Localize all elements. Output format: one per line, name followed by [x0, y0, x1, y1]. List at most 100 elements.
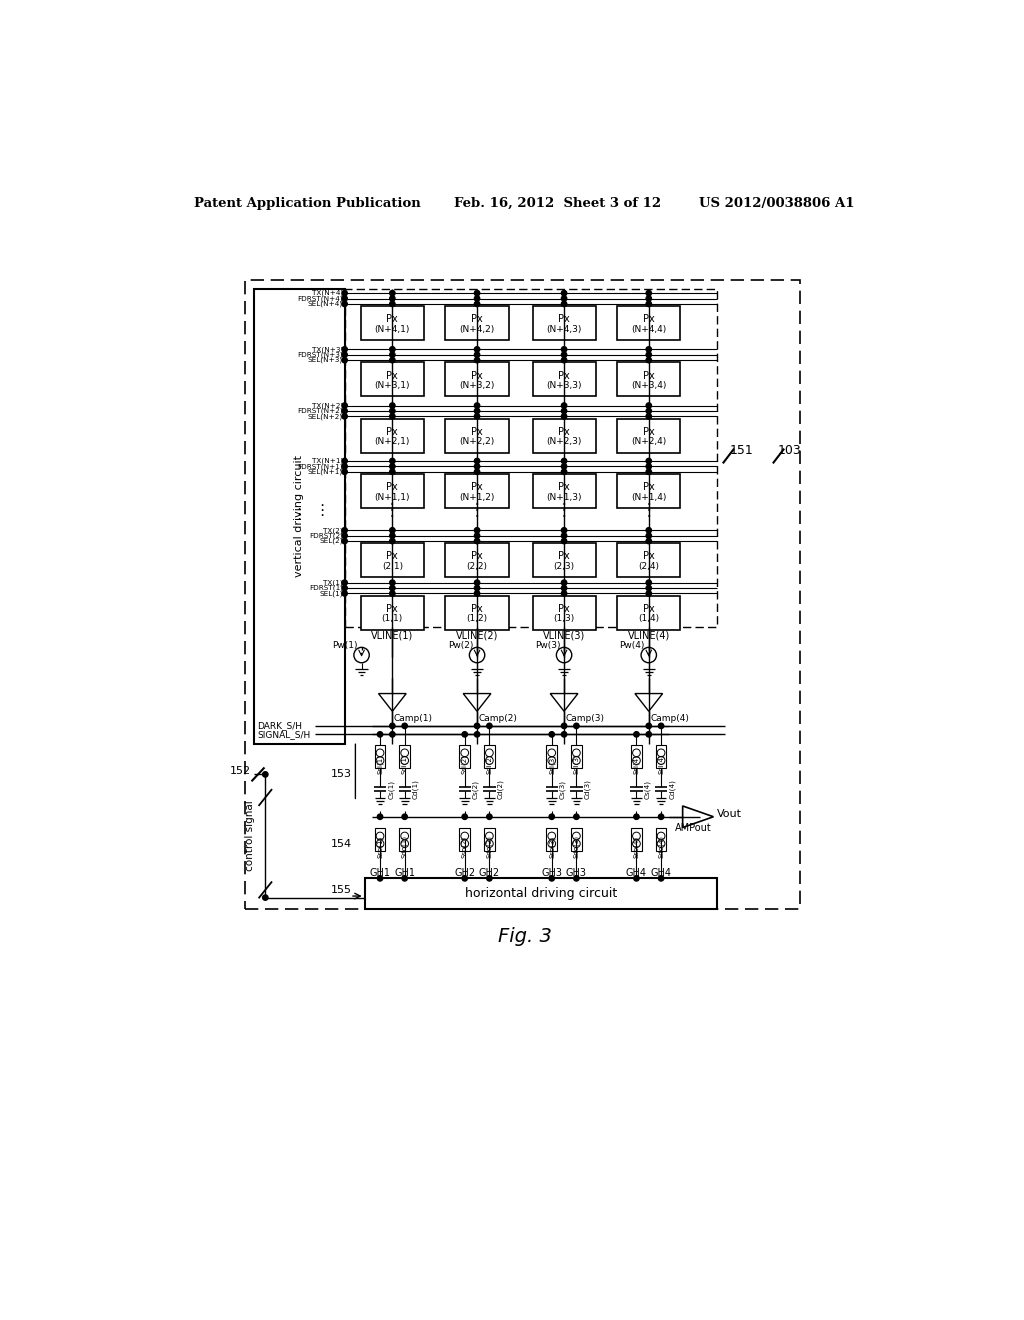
Circle shape: [646, 723, 651, 729]
Text: Px: Px: [643, 426, 654, 437]
Bar: [254, 289, 345, 743]
Text: (N+3,1): (N+3,1): [375, 381, 410, 389]
Circle shape: [658, 814, 664, 820]
Text: GH4: GH4: [650, 869, 672, 878]
Circle shape: [390, 290, 395, 296]
Text: Px: Px: [643, 603, 654, 614]
Circle shape: [474, 458, 480, 463]
Text: ⋮: ⋮: [314, 503, 329, 517]
Text: 103: 103: [777, 445, 801, 458]
Text: Px: Px: [643, 371, 654, 380]
Circle shape: [474, 403, 480, 408]
Circle shape: [342, 296, 347, 301]
Polygon shape: [379, 693, 407, 711]
Text: Px: Px: [643, 552, 654, 561]
Text: GH2: GH2: [455, 869, 475, 878]
Text: Sso(4): Sso(4): [633, 836, 640, 858]
Circle shape: [561, 408, 566, 413]
Circle shape: [342, 579, 347, 585]
Bar: [617, 474, 680, 508]
Text: FDRST(2): FDRST(2): [309, 532, 343, 539]
Circle shape: [658, 723, 664, 729]
Circle shape: [474, 358, 480, 363]
Circle shape: [561, 413, 566, 418]
Circle shape: [390, 539, 395, 544]
Circle shape: [342, 352, 347, 358]
Circle shape: [646, 301, 651, 306]
Text: (1,3): (1,3): [553, 614, 574, 623]
Bar: [360, 595, 424, 630]
Text: (1,4): (1,4): [638, 614, 659, 623]
Bar: [375, 829, 385, 851]
Text: (2,3): (2,3): [554, 562, 574, 572]
Bar: [245, 280, 801, 909]
Bar: [571, 744, 582, 768]
Circle shape: [573, 723, 580, 729]
Text: (N+4,2): (N+4,2): [460, 325, 495, 334]
Bar: [360, 544, 424, 577]
Bar: [532, 595, 596, 630]
Circle shape: [646, 413, 651, 418]
Circle shape: [342, 301, 347, 306]
Text: (2,1): (2,1): [382, 562, 402, 572]
Text: SIGNAL_S/H: SIGNAL_S/H: [258, 730, 311, 739]
Text: Px: Px: [471, 482, 483, 492]
Circle shape: [342, 585, 347, 591]
Text: Cd(4): Cd(4): [669, 779, 675, 799]
Circle shape: [646, 352, 651, 358]
Text: Cs(1): Cs(1): [388, 780, 394, 799]
Circle shape: [646, 403, 651, 408]
Circle shape: [390, 358, 395, 363]
Circle shape: [390, 296, 395, 301]
Circle shape: [474, 528, 480, 533]
Circle shape: [462, 875, 467, 880]
Bar: [445, 306, 509, 341]
Circle shape: [561, 731, 566, 737]
Text: Sdo(4): Sdo(4): [657, 834, 665, 858]
Circle shape: [402, 723, 408, 729]
Text: Sdo(1): Sdo(1): [401, 834, 408, 858]
Bar: [445, 474, 509, 508]
Text: Sdo(3): Sdo(3): [573, 834, 580, 858]
Text: Sdi(4): Sdi(4): [657, 754, 665, 775]
Text: Px: Px: [386, 314, 398, 325]
Circle shape: [474, 585, 480, 591]
Text: 154: 154: [331, 838, 352, 849]
Text: vertical driving circuit: vertical driving circuit: [294, 455, 304, 577]
Bar: [360, 418, 424, 453]
Bar: [399, 744, 410, 768]
Bar: [532, 418, 596, 453]
Circle shape: [474, 469, 480, 474]
Text: GH1: GH1: [370, 869, 390, 878]
Circle shape: [486, 723, 493, 729]
Polygon shape: [550, 693, 578, 711]
Text: Px: Px: [471, 603, 483, 614]
Circle shape: [561, 585, 566, 591]
Text: VLINE(3): VLINE(3): [543, 631, 585, 640]
Circle shape: [390, 301, 395, 306]
Text: Px: Px: [386, 603, 398, 614]
Circle shape: [462, 814, 467, 820]
Circle shape: [573, 814, 580, 820]
Text: Vout: Vout: [717, 809, 742, 818]
Bar: [460, 829, 470, 851]
Text: Px: Px: [386, 371, 398, 380]
Bar: [631, 744, 642, 768]
Circle shape: [474, 301, 480, 306]
Bar: [360, 474, 424, 508]
Text: Pw(3): Pw(3): [535, 642, 560, 651]
Circle shape: [342, 591, 347, 597]
Bar: [547, 744, 557, 768]
Circle shape: [646, 358, 651, 363]
Circle shape: [658, 875, 664, 880]
Circle shape: [486, 814, 493, 820]
Text: control signal: control signal: [245, 801, 255, 871]
Circle shape: [561, 723, 566, 729]
Text: Pw(2): Pw(2): [447, 642, 473, 651]
Text: SEL(N+2): SEL(N+2): [308, 413, 343, 420]
Circle shape: [561, 528, 566, 533]
Text: Px: Px: [386, 426, 398, 437]
Circle shape: [378, 731, 383, 737]
Bar: [460, 744, 470, 768]
Text: Sdi(3): Sdi(3): [573, 754, 580, 775]
